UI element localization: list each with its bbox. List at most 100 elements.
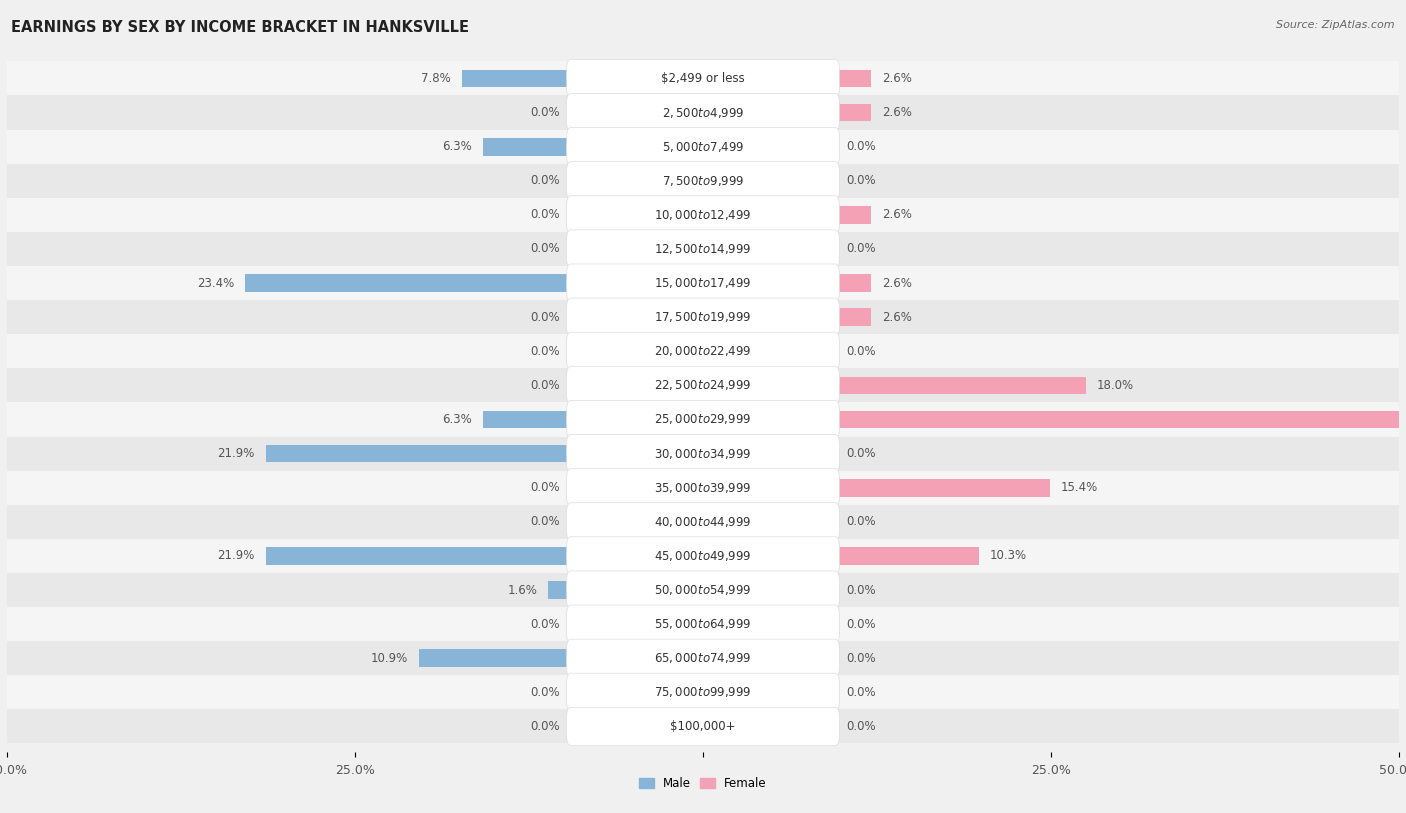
Text: 0.0%: 0.0% bbox=[846, 686, 876, 699]
Text: 0.0%: 0.0% bbox=[846, 242, 876, 255]
Text: $50,000 to $54,999: $50,000 to $54,999 bbox=[654, 583, 752, 597]
Text: 1.6%: 1.6% bbox=[508, 584, 537, 597]
Text: 18.0%: 18.0% bbox=[1097, 379, 1135, 392]
Text: 0.0%: 0.0% bbox=[530, 208, 560, 221]
FancyBboxPatch shape bbox=[567, 639, 839, 677]
Text: 0.0%: 0.0% bbox=[530, 311, 560, 324]
Bar bbox=[245, 274, 571, 292]
Text: 0.0%: 0.0% bbox=[530, 686, 560, 699]
Text: 6.3%: 6.3% bbox=[443, 413, 472, 426]
Text: 0.0%: 0.0% bbox=[846, 345, 876, 358]
Bar bbox=[484, 137, 571, 155]
FancyBboxPatch shape bbox=[7, 471, 1399, 505]
Text: 6.3%: 6.3% bbox=[443, 140, 472, 153]
Text: $2,500 to $4,999: $2,500 to $4,999 bbox=[662, 106, 744, 120]
Text: $65,000 to $74,999: $65,000 to $74,999 bbox=[654, 651, 752, 665]
Text: 0.0%: 0.0% bbox=[530, 618, 560, 631]
Bar bbox=[419, 650, 571, 667]
FancyBboxPatch shape bbox=[7, 402, 1399, 437]
FancyBboxPatch shape bbox=[7, 368, 1399, 402]
Text: 0.0%: 0.0% bbox=[530, 345, 560, 358]
FancyBboxPatch shape bbox=[7, 129, 1399, 163]
Bar bbox=[835, 308, 872, 326]
FancyBboxPatch shape bbox=[7, 334, 1399, 368]
Text: 0.0%: 0.0% bbox=[846, 515, 876, 528]
Text: 0.0%: 0.0% bbox=[846, 584, 876, 597]
Text: 2.6%: 2.6% bbox=[883, 106, 912, 119]
Text: 10.3%: 10.3% bbox=[990, 550, 1026, 563]
Text: 0.0%: 0.0% bbox=[530, 515, 560, 528]
Text: 0.0%: 0.0% bbox=[846, 652, 876, 665]
Text: 23.4%: 23.4% bbox=[197, 276, 233, 289]
Text: 0.0%: 0.0% bbox=[530, 106, 560, 119]
FancyBboxPatch shape bbox=[567, 434, 839, 472]
Bar bbox=[835, 104, 872, 121]
Text: 0.0%: 0.0% bbox=[530, 720, 560, 733]
Text: EARNINGS BY SEX BY INCOME BRACKET IN HANKSVILLE: EARNINGS BY SEX BY INCOME BRACKET IN HAN… bbox=[11, 20, 470, 35]
FancyBboxPatch shape bbox=[567, 333, 839, 371]
FancyBboxPatch shape bbox=[7, 573, 1399, 607]
FancyBboxPatch shape bbox=[7, 300, 1399, 334]
Text: $2,499 or less: $2,499 or less bbox=[661, 72, 745, 85]
Bar bbox=[835, 70, 872, 87]
FancyBboxPatch shape bbox=[567, 400, 839, 438]
FancyBboxPatch shape bbox=[567, 196, 839, 234]
Text: $12,500 to $14,999: $12,500 to $14,999 bbox=[654, 242, 752, 256]
Text: 0.0%: 0.0% bbox=[846, 140, 876, 153]
FancyBboxPatch shape bbox=[567, 128, 839, 166]
FancyBboxPatch shape bbox=[7, 95, 1399, 129]
Bar bbox=[835, 206, 872, 224]
Bar bbox=[835, 274, 872, 292]
Text: 2.6%: 2.6% bbox=[883, 276, 912, 289]
FancyBboxPatch shape bbox=[567, 537, 839, 575]
Text: 0.0%: 0.0% bbox=[530, 174, 560, 187]
Bar bbox=[835, 411, 1406, 428]
Text: $45,000 to $49,999: $45,000 to $49,999 bbox=[654, 549, 752, 563]
Text: 21.9%: 21.9% bbox=[218, 550, 254, 563]
Text: $20,000 to $22,499: $20,000 to $22,499 bbox=[654, 344, 752, 359]
Bar bbox=[835, 376, 1085, 394]
Bar bbox=[266, 445, 571, 463]
FancyBboxPatch shape bbox=[567, 468, 839, 506]
FancyBboxPatch shape bbox=[567, 93, 839, 132]
Bar bbox=[484, 411, 571, 428]
FancyBboxPatch shape bbox=[567, 298, 839, 337]
FancyBboxPatch shape bbox=[7, 641, 1399, 676]
Text: $17,500 to $19,999: $17,500 to $19,999 bbox=[654, 311, 752, 324]
FancyBboxPatch shape bbox=[567, 264, 839, 302]
FancyBboxPatch shape bbox=[567, 59, 839, 98]
Text: 15.4%: 15.4% bbox=[1060, 481, 1098, 494]
Bar bbox=[835, 547, 979, 565]
FancyBboxPatch shape bbox=[7, 266, 1399, 300]
FancyBboxPatch shape bbox=[567, 502, 839, 541]
Text: $25,000 to $29,999: $25,000 to $29,999 bbox=[654, 412, 752, 427]
Bar bbox=[835, 479, 1050, 497]
FancyBboxPatch shape bbox=[7, 198, 1399, 232]
Text: 0.0%: 0.0% bbox=[846, 720, 876, 733]
FancyBboxPatch shape bbox=[567, 605, 839, 643]
FancyBboxPatch shape bbox=[7, 607, 1399, 641]
Bar bbox=[266, 547, 571, 565]
Text: $7,500 to $9,999: $7,500 to $9,999 bbox=[662, 174, 744, 188]
Text: 2.6%: 2.6% bbox=[883, 311, 912, 324]
Bar bbox=[463, 70, 571, 87]
FancyBboxPatch shape bbox=[7, 710, 1399, 744]
Text: $100,000+: $100,000+ bbox=[671, 720, 735, 733]
Text: $15,000 to $17,499: $15,000 to $17,499 bbox=[654, 276, 752, 290]
Text: 10.9%: 10.9% bbox=[371, 652, 408, 665]
Text: $22,500 to $24,999: $22,500 to $24,999 bbox=[654, 378, 752, 393]
FancyBboxPatch shape bbox=[7, 676, 1399, 710]
FancyBboxPatch shape bbox=[567, 673, 839, 711]
FancyBboxPatch shape bbox=[7, 437, 1399, 471]
Text: $35,000 to $39,999: $35,000 to $39,999 bbox=[654, 480, 752, 494]
FancyBboxPatch shape bbox=[567, 571, 839, 609]
Text: 0.0%: 0.0% bbox=[846, 618, 876, 631]
Legend: Male, Female: Male, Female bbox=[634, 772, 772, 795]
Text: 0.0%: 0.0% bbox=[530, 242, 560, 255]
Text: Source: ZipAtlas.com: Source: ZipAtlas.com bbox=[1277, 20, 1395, 30]
FancyBboxPatch shape bbox=[7, 163, 1399, 198]
FancyBboxPatch shape bbox=[7, 61, 1399, 95]
Text: $5,000 to $7,499: $5,000 to $7,499 bbox=[662, 140, 744, 154]
FancyBboxPatch shape bbox=[7, 539, 1399, 573]
FancyBboxPatch shape bbox=[7, 232, 1399, 266]
